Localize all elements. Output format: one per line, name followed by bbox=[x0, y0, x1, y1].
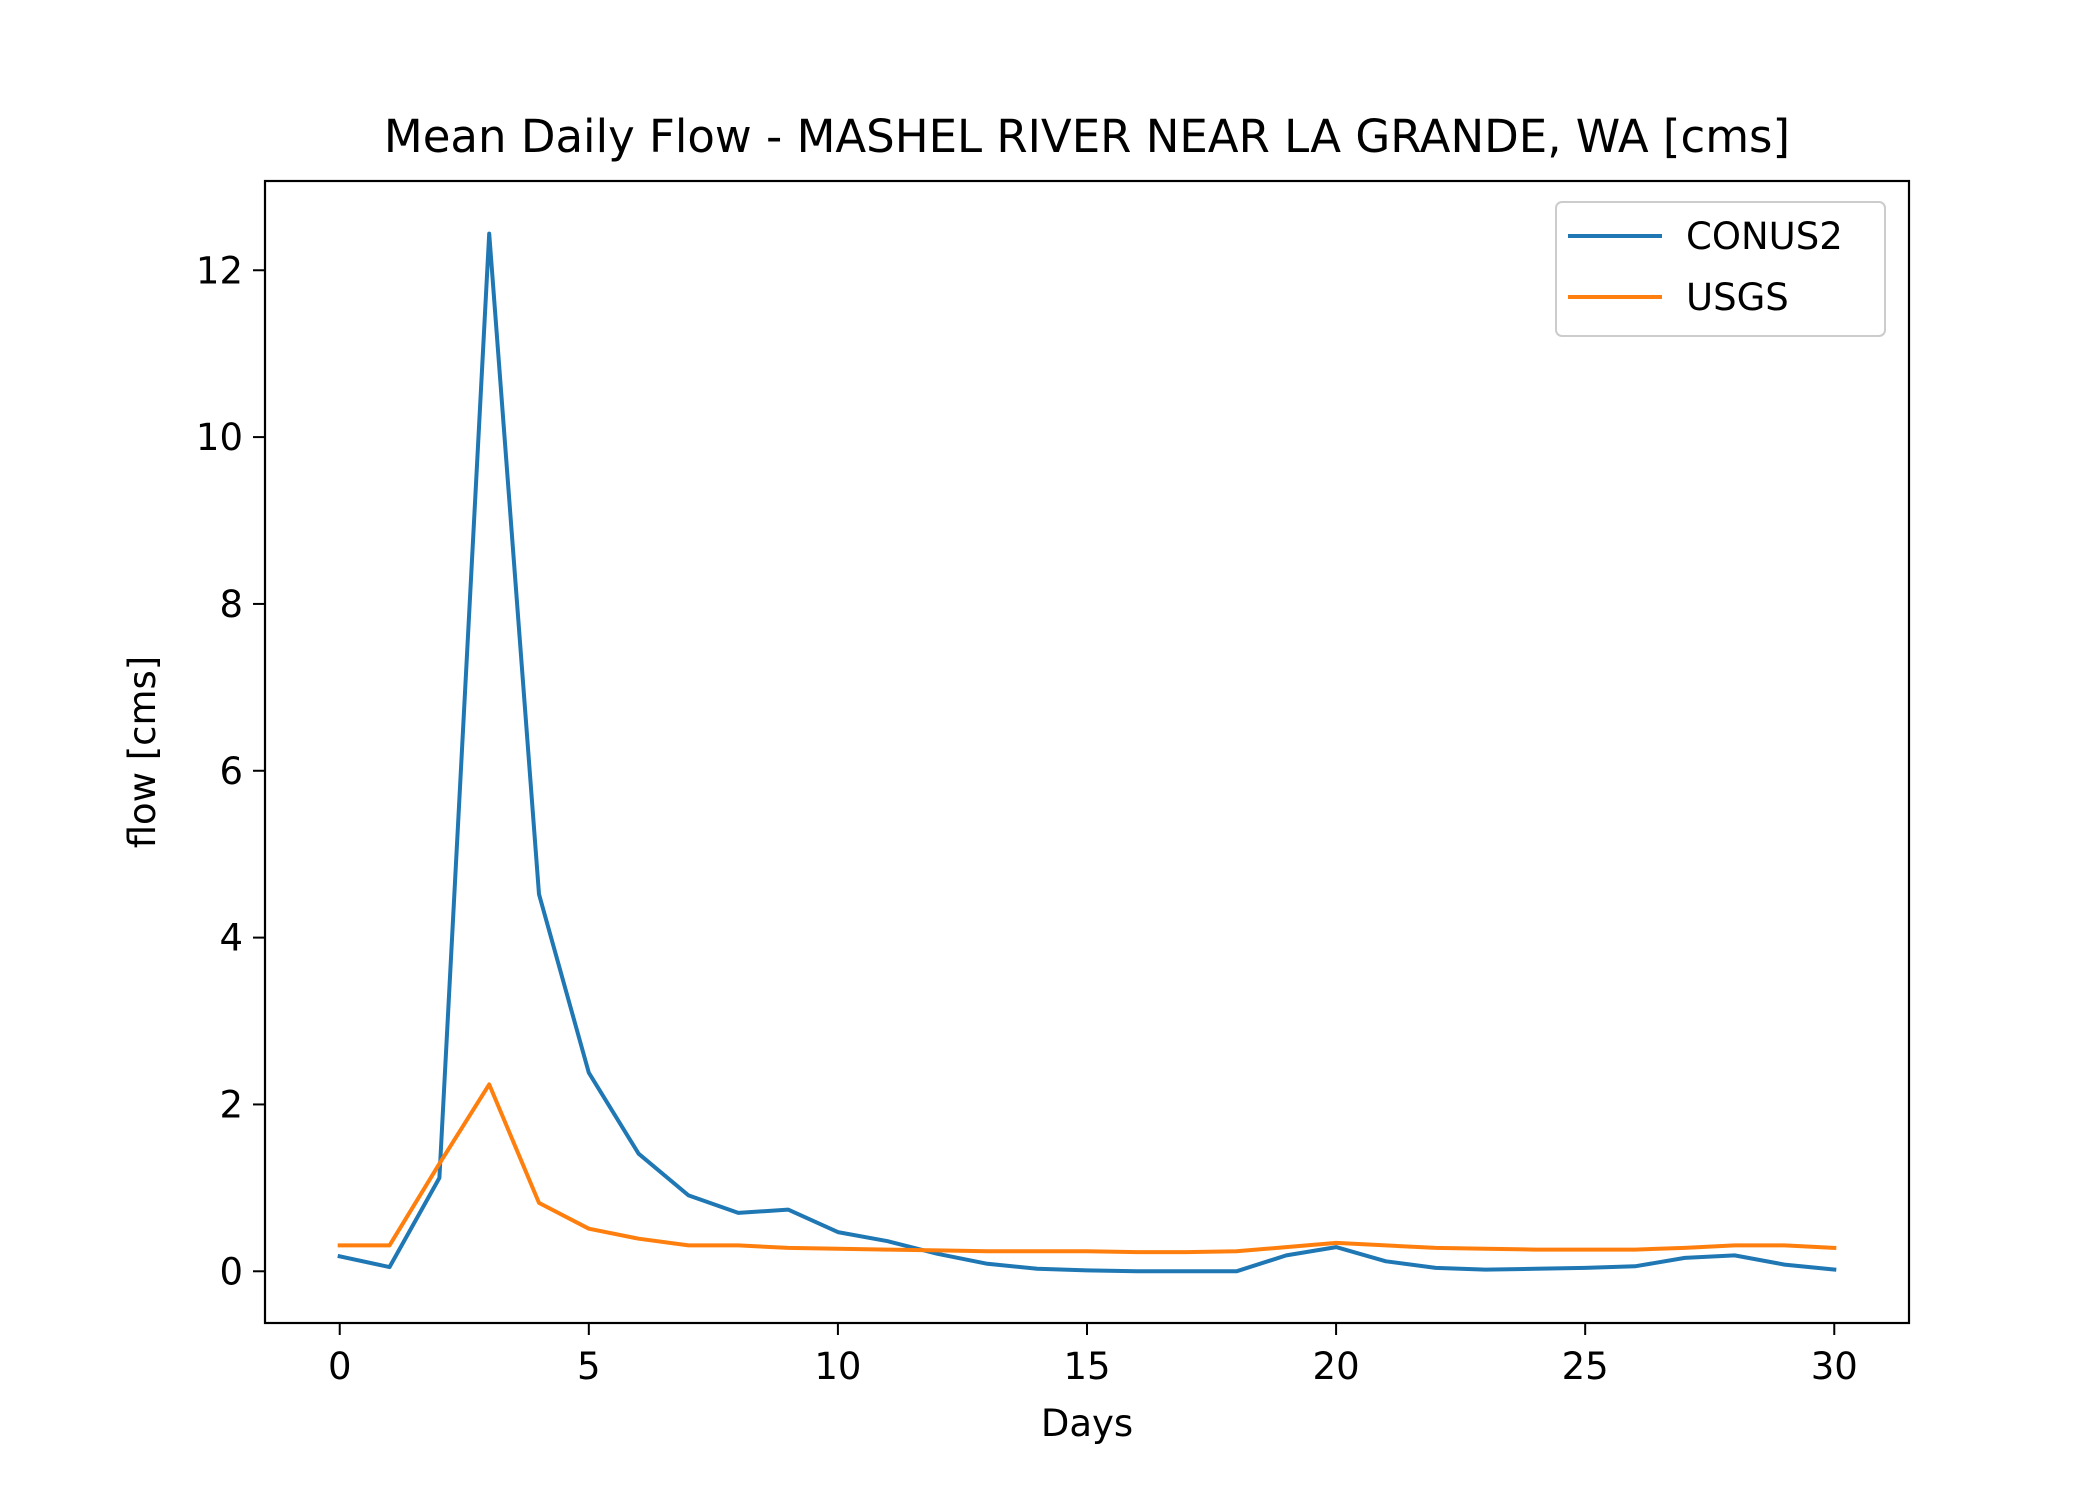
x-tick-label: 25 bbox=[1562, 1345, 1609, 1388]
series-layer bbox=[337, 231, 1837, 1274]
chart-title: Mean Daily Flow - MASHEL RIVER NEAR LA G… bbox=[384, 110, 1790, 163]
x-tick-label: 20 bbox=[1313, 1345, 1360, 1388]
x-tick-label: 15 bbox=[1063, 1345, 1110, 1388]
x-axis-label: Days bbox=[1041, 1402, 1133, 1445]
y-axis: 0 2 4 6 8 10 12 bbox=[196, 249, 265, 1293]
y-tick-label: 10 bbox=[196, 416, 243, 459]
legend: CONUS2 USGS bbox=[1555, 201, 1886, 337]
y-tick-label: 0 bbox=[219, 1250, 243, 1293]
plot-area-frame bbox=[263, 179, 1911, 1325]
series-line-usgs bbox=[337, 1082, 1837, 1255]
x-tick-label: 30 bbox=[1811, 1345, 1858, 1388]
x-axis: 0 5 10 15 20 25 30 bbox=[328, 1323, 1858, 1388]
x-tick-label: 0 bbox=[328, 1345, 352, 1388]
legend-label-usgs: USGS bbox=[1686, 276, 1789, 319]
legend-label-conus2: CONUS2 bbox=[1686, 215, 1843, 258]
x-tick-label: 5 bbox=[577, 1345, 601, 1388]
y-tick-label: 12 bbox=[196, 249, 243, 292]
y-tick-label: 2 bbox=[219, 1083, 243, 1126]
series-line-conus2 bbox=[337, 231, 1837, 1274]
y-tick-label: 8 bbox=[219, 583, 243, 626]
y-axis-label: flow [cms] bbox=[121, 656, 164, 849]
x-tick-label: 10 bbox=[814, 1345, 861, 1388]
y-tick-label: 4 bbox=[219, 917, 243, 960]
y-tick-label: 6 bbox=[219, 750, 243, 793]
